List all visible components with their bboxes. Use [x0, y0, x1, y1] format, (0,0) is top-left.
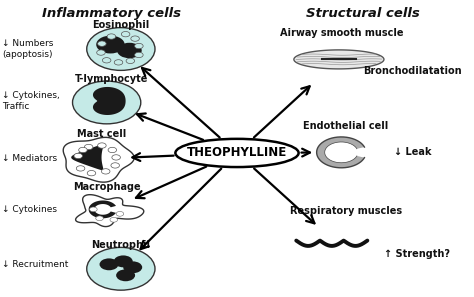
Circle shape [73, 81, 141, 124]
Circle shape [107, 34, 116, 39]
Text: ↓ Recruitment: ↓ Recruitment [2, 260, 69, 269]
Circle shape [108, 147, 117, 153]
Circle shape [112, 155, 120, 160]
Text: ↑ Strength?: ↑ Strength? [384, 249, 450, 259]
Text: Macrophage: Macrophage [73, 182, 140, 192]
Circle shape [90, 207, 97, 212]
Circle shape [114, 255, 133, 267]
Circle shape [87, 170, 96, 176]
Circle shape [116, 211, 124, 216]
Polygon shape [63, 137, 134, 182]
Circle shape [87, 28, 155, 70]
Circle shape [121, 31, 130, 37]
Circle shape [98, 143, 106, 148]
Text: Respiratory muscles: Respiratory muscles [290, 206, 402, 216]
Circle shape [96, 216, 103, 221]
Text: THEOPHYLLINE: THEOPHYLLINE [187, 146, 287, 159]
Circle shape [126, 58, 135, 64]
Circle shape [135, 52, 143, 58]
Circle shape [97, 50, 105, 55]
Circle shape [84, 144, 93, 150]
Text: Airway smooth muscle: Airway smooth muscle [280, 28, 403, 38]
Circle shape [74, 153, 82, 159]
Circle shape [135, 43, 143, 49]
Circle shape [131, 36, 139, 41]
Text: Structural cells: Structural cells [306, 7, 419, 20]
Polygon shape [294, 50, 384, 69]
Circle shape [100, 258, 118, 270]
Text: Eosinophil: Eosinophil [92, 20, 149, 30]
Circle shape [117, 43, 142, 58]
Circle shape [98, 41, 106, 46]
Circle shape [114, 60, 123, 65]
Text: Neutrophil: Neutrophil [91, 240, 150, 250]
Polygon shape [76, 195, 144, 227]
Circle shape [79, 147, 87, 153]
Text: Bronchodilatation: Bronchodilatation [363, 66, 462, 76]
Polygon shape [93, 87, 126, 115]
Text: Mast cell: Mast cell [77, 129, 127, 139]
Ellipse shape [175, 139, 299, 167]
Text: ↓ Cytokines: ↓ Cytokines [2, 205, 57, 214]
Text: Endothelial cell: Endothelial cell [303, 121, 389, 131]
Circle shape [96, 36, 125, 53]
Circle shape [101, 169, 110, 174]
Text: ↓ Leak: ↓ Leak [393, 147, 431, 157]
Circle shape [110, 217, 118, 222]
Text: ↓ Cytokines,
Traffic: ↓ Cytokines, Traffic [2, 91, 60, 111]
Circle shape [76, 166, 85, 171]
Polygon shape [71, 145, 103, 170]
Polygon shape [89, 200, 116, 218]
Text: ↓ Numbers
(apoptosis): ↓ Numbers (apoptosis) [2, 39, 54, 59]
Polygon shape [317, 137, 365, 168]
Circle shape [116, 269, 135, 281]
Circle shape [111, 163, 119, 168]
Text: Inflammatory cells: Inflammatory cells [42, 7, 181, 20]
Circle shape [102, 58, 111, 63]
Circle shape [123, 261, 142, 273]
Text: ↓ Mediators: ↓ Mediators [2, 154, 57, 163]
Circle shape [87, 247, 155, 290]
Text: T-lymphocyte: T-lymphocyte [75, 74, 148, 84]
